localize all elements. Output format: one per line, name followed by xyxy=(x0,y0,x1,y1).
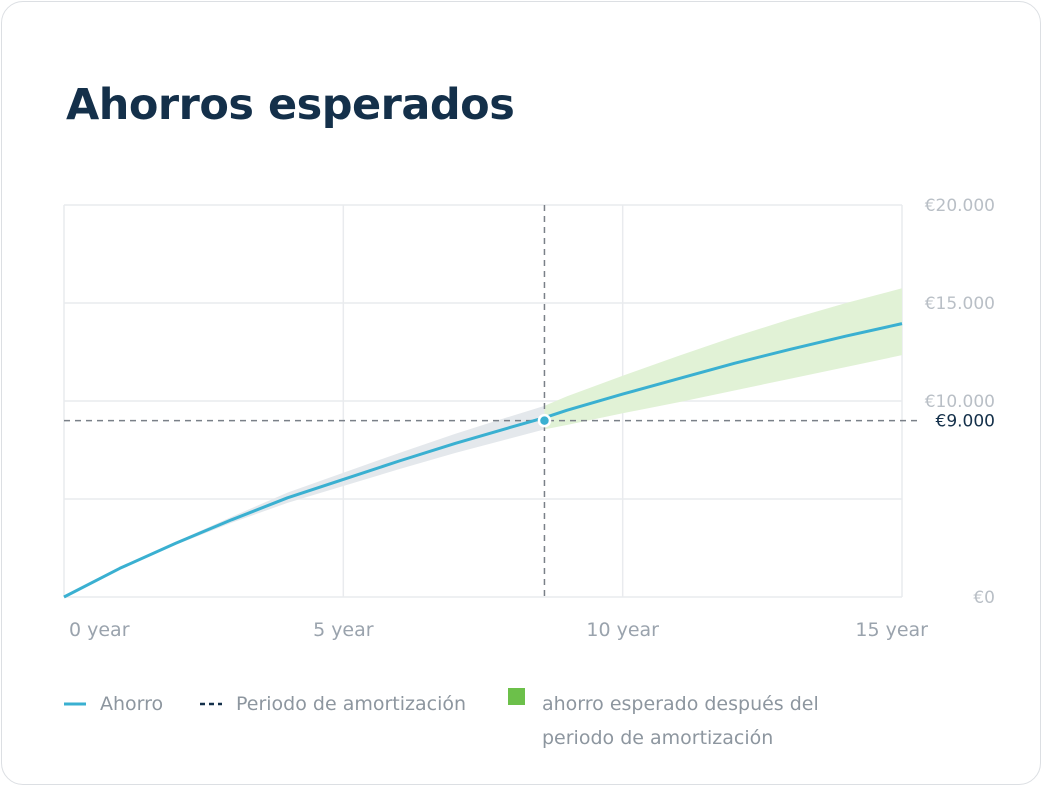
series-line-ahorro xyxy=(63,322,903,599)
legend-swatch-after xyxy=(508,688,525,705)
x-axis-ticks: 0 year 5 year 10 year 15 year xyxy=(69,619,928,641)
page-title: Ahorros esperados xyxy=(66,80,515,130)
y-tick-label: €20.000 xyxy=(925,196,995,216)
y-axis-ticks: €0 €10.000 €15.000 €20.000 €9.000 xyxy=(925,196,995,608)
x-tick-label: 10 year xyxy=(586,619,659,641)
legend-label-after: ahorro esperado después del xyxy=(542,693,819,715)
y-tick-label: €0 xyxy=(973,588,995,608)
y-tick-label: €15.000 xyxy=(925,294,995,314)
chart-legend: Ahorro Periodo de amortización ahorro espe… xyxy=(64,688,819,749)
y-tick-label: €10.000 xyxy=(925,392,995,412)
series-lines xyxy=(63,322,903,599)
legend-label-payback: Periodo de amortización xyxy=(236,693,466,715)
x-tick-label: 5 year xyxy=(313,619,374,641)
payback-marker xyxy=(537,413,552,428)
legend-label-after: periodo de amortización xyxy=(542,727,773,749)
x-tick-label: 15 year xyxy=(855,619,928,641)
confidence-bands xyxy=(64,288,902,597)
chart-grid xyxy=(63,204,903,598)
legend-label-ahorro: Ahorro xyxy=(100,693,163,715)
y-ref-label: €9.000 xyxy=(936,412,995,432)
band-before-payback xyxy=(64,405,545,597)
reference-lines xyxy=(64,205,922,597)
band-after-payback xyxy=(544,288,902,430)
x-tick-label: 0 year xyxy=(69,619,130,641)
